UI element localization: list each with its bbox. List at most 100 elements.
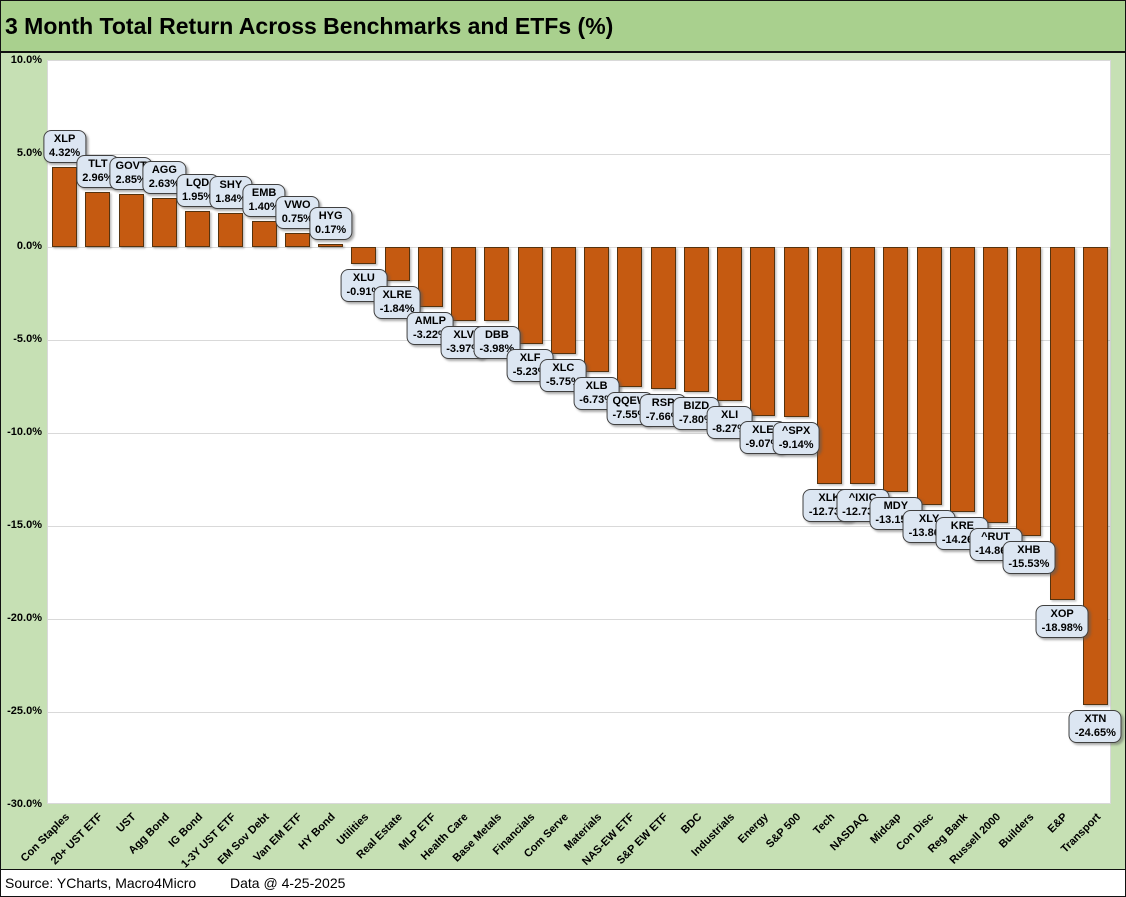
bar-KRE xyxy=(949,247,975,513)
callout-value: -7.55% xyxy=(612,409,648,422)
callout-value: -7.80% xyxy=(678,414,714,427)
callout-value: 0.75% xyxy=(281,213,313,226)
callout-ticker: AMLP xyxy=(414,314,446,327)
x-axis: Con Staples 20+ UST ETF UST Agg Bond IG Bond… xyxy=(19,807,1111,870)
bar-SHY xyxy=(218,212,244,247)
callout-value: -18.98% xyxy=(1041,622,1083,635)
y-axis-tick-label: 0.0% xyxy=(16,240,42,252)
callout-ticker: XLV xyxy=(453,328,474,341)
bar-XLK xyxy=(816,247,842,484)
bar-HYG xyxy=(318,243,344,247)
callout-value: -6.73% xyxy=(579,394,615,407)
callout-ticker: BIZD xyxy=(683,400,710,413)
y-axis-tick-label: -15.0% xyxy=(7,519,42,531)
bar-XLY xyxy=(916,247,942,505)
bar-XLV xyxy=(451,247,477,321)
data-callout-XTN: XTN -24.65% xyxy=(1068,710,1122,744)
callout-ticker: HYG xyxy=(318,209,343,222)
y-axis-tick-label: -10.0% xyxy=(7,426,42,438)
callout-ticker: LQD xyxy=(186,176,210,189)
bar-XLB xyxy=(584,247,610,373)
gridline xyxy=(48,433,1110,434)
callout-ticker: VWO xyxy=(284,199,311,212)
callout-value: 1.95% xyxy=(182,190,214,203)
callout-ticker: SHY xyxy=(219,178,243,191)
callout-value: 2.96% xyxy=(82,171,114,184)
x-axis-label: Tech xyxy=(810,811,837,838)
callout-value: -15.53% xyxy=(1008,557,1050,570)
chart-title-band: 3 Month Total Return Across Benchmarks a… xyxy=(1,1,1125,53)
bar-MDY xyxy=(883,247,909,492)
callout-value: -3.22% xyxy=(412,328,448,341)
chart-plot-area: XLP 4.32% TLT 2.96% GOVT 2.85% AGG 2.63% LQD 1.95… xyxy=(43,60,1122,804)
data-callout-AMLP: AMLP -3.22% xyxy=(406,311,454,345)
callout-ticker: XHB xyxy=(1017,543,1041,556)
data-callout-HYG: HYG 0.17% xyxy=(309,206,353,240)
bar-DBB xyxy=(484,247,510,322)
callout-value: 4.32% xyxy=(49,146,81,159)
gridline xyxy=(48,619,1110,620)
bar-GOVT xyxy=(118,193,144,247)
callout-ticker: KRE xyxy=(950,520,974,533)
bar-^SPX xyxy=(783,247,809,417)
bar-AMLP xyxy=(417,247,443,307)
bar-XLU xyxy=(351,247,377,264)
y-axis-tick-label: -20.0% xyxy=(7,612,42,624)
data-callout-XLRE: XLRE -1.84% xyxy=(373,286,421,320)
gridline xyxy=(48,247,1110,248)
bar-LQD xyxy=(185,210,211,247)
callout-value: 1.84% xyxy=(215,192,247,205)
callout-value: -1.84% xyxy=(379,303,415,316)
callout-value: -24.65% xyxy=(1074,727,1116,740)
callout-value: 2.85% xyxy=(115,173,147,186)
bar-^RUT xyxy=(983,247,1009,524)
callout-ticker: ^RUT xyxy=(981,531,1011,544)
bar-XLF xyxy=(517,247,543,345)
data-date-text: Data @ 4-25-2025 xyxy=(230,875,346,891)
bar-XOP xyxy=(1049,247,1075,601)
bar-^IXIC xyxy=(850,247,876,484)
x-axis-label: Builders xyxy=(996,811,1037,851)
callout-ticker: XLU xyxy=(352,271,375,284)
data-callout-^SPX: ^SPX -9.14% xyxy=(772,422,820,455)
y-axis-tick-label: 5.0% xyxy=(16,147,42,159)
callout-ticker: XLF xyxy=(519,352,541,365)
gridline xyxy=(48,154,1110,155)
source-text: Source: YCharts, Macro4Micro xyxy=(5,875,197,891)
callout-ticker: XTN xyxy=(1084,713,1107,726)
gridline xyxy=(48,526,1110,527)
bar-XHB xyxy=(1016,247,1042,536)
callout-ticker: TLT xyxy=(88,157,108,170)
gridline xyxy=(48,712,1110,713)
y-axis-tick-label: -30.0% xyxy=(7,798,42,810)
y-axis: 10.0% 5.0% 0.0% -5.0% -10.0% -15.0% -20.0% -25.… xyxy=(1,54,45,810)
callout-ticker: RSP xyxy=(651,397,675,410)
bar-AGG xyxy=(151,198,177,247)
y-axis-tick-label: 10.0% xyxy=(10,54,42,66)
callout-ticker: GOVT xyxy=(115,159,147,172)
callout-value: -8.27% xyxy=(712,422,748,435)
gridline xyxy=(48,340,1110,341)
bar-XLI xyxy=(717,247,743,401)
x-axis-label: UST xyxy=(114,811,139,836)
footer-bar: Source: YCharts, Macro4Micro Data @ 4-25… xyxy=(1,869,1125,896)
callout-value: -0.91% xyxy=(346,285,382,298)
callout-ticker: XLI xyxy=(721,408,739,421)
callout-ticker: XLP xyxy=(53,132,76,145)
callout-value: -9.07% xyxy=(745,437,781,450)
callout-ticker: MDY xyxy=(883,499,909,512)
bar-XLE xyxy=(750,247,776,416)
bar-QQEW xyxy=(617,247,643,388)
callout-value: -7.66% xyxy=(645,411,681,424)
bar-TLT xyxy=(85,191,111,247)
bar-BIZD xyxy=(683,247,709,393)
callout-ticker: XOP xyxy=(1050,608,1074,621)
callout-ticker: EMB xyxy=(251,186,277,199)
bar-RSP xyxy=(650,247,676,390)
page-title: 3 Month Total Return Across Benchmarks a… xyxy=(5,12,614,39)
bar-XTN xyxy=(1082,247,1108,706)
callout-ticker: AGG xyxy=(151,164,177,177)
callout-value: 1.40% xyxy=(248,200,280,213)
bar-XLRE xyxy=(384,247,410,282)
x-axis-label: S&P 500 xyxy=(764,811,804,851)
